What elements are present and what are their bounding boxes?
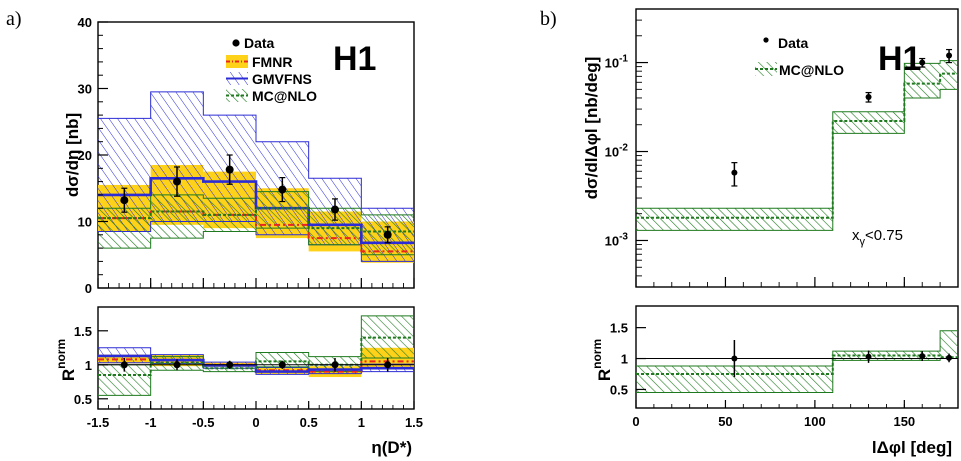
b-data-point-3 xyxy=(946,52,953,59)
b-ytick-label-2: 10-1 xyxy=(605,54,629,71)
b-ytick-label-0: 10-3 xyxy=(605,231,629,248)
legend-data-label: Data xyxy=(244,35,275,51)
panel-a-ratio-plot xyxy=(98,315,414,396)
panel-b-main-plot xyxy=(636,48,958,231)
panel-a-ratio-y-label: Rnorm xyxy=(54,339,78,381)
b-data-point-1 xyxy=(865,94,872,101)
panel-b-ratio-plot xyxy=(636,330,958,394)
b-ratio-point-2 xyxy=(919,353,926,360)
b-ratio-ytick-label-1: 1 xyxy=(621,352,628,367)
b-mcnlo-band-1 xyxy=(832,111,905,134)
panel-a-legend: Data FMNR GMVFNS MC@NLO xyxy=(226,35,317,104)
b-ratio-point-3 xyxy=(946,354,953,361)
a-xtick-label-3: 0 xyxy=(252,415,259,430)
panel-b-tag: b) xyxy=(540,8,557,30)
a-mcnlo-central xyxy=(98,207,414,233)
b-xtick-label-2: 100 xyxy=(804,414,826,429)
a-ratio-mcnlo-band-3 xyxy=(256,352,309,367)
a-xtick-label-5: 1 xyxy=(358,415,365,430)
a-data-point-4 xyxy=(331,205,339,214)
a-xtick-label-6: 1.5 xyxy=(405,415,423,430)
b-ratio-ytick-label-0: 0.5 xyxy=(610,382,628,397)
a-ytick-label-1: 10 xyxy=(78,215,92,230)
b-ratio-point-0 xyxy=(731,355,738,362)
a-ratio-point-4 xyxy=(331,361,339,369)
b-mcnlo-central-line xyxy=(636,72,958,219)
panel-a-y-label: dσ/dη [nb] xyxy=(63,113,82,197)
a-xtick-label-4: 0.5 xyxy=(300,415,318,430)
a-data-point-5 xyxy=(383,230,392,239)
a-gmvfns-central xyxy=(98,176,414,245)
a-ratio-ytick-label-2: 1.5 xyxy=(74,324,92,339)
panel-b-x-label: lΔφl [deg] xyxy=(872,438,952,457)
b-ratio-mcnlo-central-line xyxy=(636,354,958,375)
a-mcnlo-band-0 xyxy=(98,208,151,249)
legend-b-mcnlo-label: MC@NLO xyxy=(779,62,844,78)
panel-b-y-label: dσ/dlΔφl [nb/deg] xyxy=(582,57,601,200)
a-data-point-0 xyxy=(120,196,129,205)
b-xtick-label-0: 0 xyxy=(632,414,639,429)
panel-b-experiment-label: H1 xyxy=(878,40,921,78)
panel-b-cut-annotation: xγ<0.75 xyxy=(852,227,903,248)
a-ytick-label-4: 40 xyxy=(78,15,92,30)
a-ratio-point-1 xyxy=(173,361,181,369)
a-xtick-label-2: -0.5 xyxy=(192,415,214,430)
b-ratio-ytick-label-2: 1.5 xyxy=(610,321,628,336)
b-data-point-2 xyxy=(919,59,926,66)
b-mcnlo-band-3 xyxy=(940,60,958,90)
a-xtick-label-1: -1 xyxy=(145,415,157,430)
panel-b: b) 10-3 10-2 10-1 0 50 100 150 0.5 1 1.5 H1 Data … xyxy=(540,8,959,457)
b-xtick-label-1: 50 xyxy=(718,414,732,429)
b-ratio-mcnlo-band-3 xyxy=(940,330,958,359)
panel-a-experiment-label: H1 xyxy=(333,40,376,78)
a-ratio-point-3 xyxy=(278,361,286,369)
panel-b-legend: Data MC@NLO xyxy=(755,35,844,78)
legend-gmvfns-label: GMVFNS xyxy=(252,71,312,87)
b-mcnlo-band-0 xyxy=(636,208,833,231)
panel-a-x-label: η(D*) xyxy=(371,438,412,457)
panel-a-main-plot xyxy=(98,91,414,263)
legend-data-marker xyxy=(232,39,240,47)
a-ratio-ytick-label-0: 0.5 xyxy=(74,392,92,407)
a-ratio-point-5 xyxy=(384,361,392,369)
a-data-point-3 xyxy=(278,185,287,194)
b-ytick-label-1: 10-2 xyxy=(605,143,629,160)
b-mcnlo-band-2 xyxy=(904,63,941,98)
a-ratio-point-2 xyxy=(226,361,234,369)
a-data-point-1 xyxy=(173,177,181,186)
a-gmvfns-upper-edge xyxy=(98,91,414,209)
legend-b-data-marker xyxy=(763,37,769,43)
a-xtick-label-0: -1.5 xyxy=(87,415,109,430)
legend-mcnlo-label: MC@NLO xyxy=(252,88,317,104)
a-data-point-2 xyxy=(225,165,234,174)
panel-b-ratio-y-label: Rnorm xyxy=(590,339,614,381)
a-ytick-label-3: 30 xyxy=(78,82,92,97)
a-ratio-ytick-label-1: 1 xyxy=(85,358,92,373)
a-ratio-point-0 xyxy=(120,361,128,369)
a-ytick-label-2: 20 xyxy=(78,148,92,163)
legend-b-data-label: Data xyxy=(778,35,809,51)
b-ratio-point-1 xyxy=(865,353,872,360)
panel-a: a) 0 10 20 30 40 -1.5 -1 -0.5 0 0.5 1 1.5 0.5 1 1.5 H1… xyxy=(6,8,423,457)
panel-b-axes: 10-3 10-2 10-1 0 50 100 150 0.5 1 1.5 xyxy=(605,8,959,429)
legend-fmnr-label: FMNR xyxy=(252,54,292,70)
panel-a-tag: a) xyxy=(6,8,22,30)
b-xtick-label-3: 150 xyxy=(893,414,915,429)
b-data-point-0 xyxy=(731,169,738,176)
a-mcnlo-band-1 xyxy=(150,194,204,239)
panel-a-axes: 0 10 20 30 40 -1.5 -1 -0.5 0 0.5 1 1.5 0.5 1 1.5 xyxy=(74,15,423,430)
a-ytick-label-0: 0 xyxy=(85,281,92,296)
